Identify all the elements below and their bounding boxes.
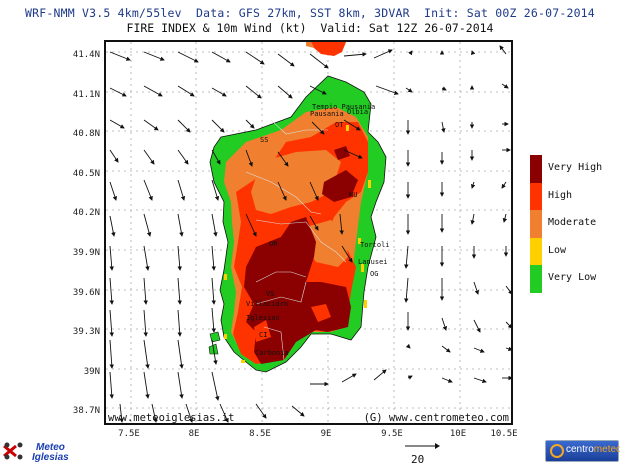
legend-swatch-very-low <box>530 265 542 293</box>
svg-text:CI: CI <box>259 331 267 339</box>
y-tick-label: 38.7N <box>72 406 100 416</box>
fire-index-map: Tempio Pausania Pausania Olbia OT SS NU … <box>106 42 511 423</box>
x-tick-label: 7.5E <box>118 429 140 439</box>
svg-text:Villacidro: Villacidro <box>246 300 288 308</box>
meteoiglesias-logo[interactable]: Meteo Iglesias <box>2 440 80 463</box>
x-tick-label: 10E <box>449 429 467 439</box>
model-info-title: WRF-NMM V3.5 4km/55lev Data: GFS 27km, S… <box>25 6 595 20</box>
svg-text:Carbonia: Carbonia <box>255 349 289 357</box>
y-tick-label: 40.2N <box>72 208 100 218</box>
fire-index-legend: Very High High Moderate Low Very Low <box>530 155 602 293</box>
svg-text:SS: SS <box>260 136 268 144</box>
chart-title: FIRE INDEX & 10m Wind (kt) Valid: Sat 12… <box>126 21 494 35</box>
x-tick-label: 8E <box>188 429 200 439</box>
svg-text:Iglesias: Iglesias <box>32 452 69 462</box>
svg-text:OG: OG <box>370 270 378 278</box>
city-labels: Tempio Pausania Pausania Olbia OT SS NU … <box>246 103 390 357</box>
legend-swatch-high <box>530 182 542 211</box>
legend-label: Very Low <box>548 272 597 283</box>
x-tick-label: 8.5E <box>249 429 271 439</box>
watermark-centrometeo: (G) www.centrometeo.com <box>363 412 509 424</box>
x-tick-label: 9.5E <box>381 429 403 439</box>
svg-text:NU: NU <box>349 191 357 199</box>
centrometeo-ring-icon <box>550 444 564 458</box>
legend-label: Very High <box>548 162 603 173</box>
wind-vectors <box>109 45 511 423</box>
y-tick-label: 39.3N <box>72 327 100 337</box>
x-tick-label: 10.5E <box>490 429 518 439</box>
svg-text:Olbia: Olbia <box>347 108 368 116</box>
y-tick-label: 41.4N <box>72 50 100 60</box>
svg-text:OR: OR <box>269 240 278 248</box>
watermark-meteoiglesias: www.meteoiglesias.it <box>108 412 235 424</box>
corsica-region <box>311 42 346 56</box>
legend-swatch-very-high <box>530 155 542 183</box>
svg-text:Tortoli: Tortoli <box>360 241 390 249</box>
legend-label: Moderate <box>548 217 597 228</box>
y-tick-label: 40.8N <box>72 129 100 139</box>
y-tick-label: 39.9N <box>72 248 100 258</box>
centrometeo-logo[interactable]: centrometeo <box>545 440 620 462</box>
legend-swatch-low <box>530 237 542 266</box>
svg-text:Iglesias: Iglesias <box>246 314 280 322</box>
logo-text: Meteo <box>36 442 65 453</box>
svg-text:VS: VS <box>266 290 274 298</box>
y-tick-label: 39N <box>83 367 100 377</box>
legend-swatch-moderate <box>530 210 542 238</box>
legend-label: High <box>548 190 573 201</box>
svg-text:Pausania: Pausania <box>310 110 344 118</box>
y-tick-label: 40.5N <box>72 169 100 179</box>
wind-reference-label: 20 <box>411 453 425 466</box>
legend-label: Low <box>548 245 567 256</box>
svg-text:Tempio Pausania: Tempio Pausania <box>312 103 375 111</box>
y-tick-label: 41.1N <box>72 90 100 100</box>
x-tick-label: 9E <box>320 429 332 439</box>
svg-text:OT: OT <box>335 121 344 129</box>
svg-text:Lanusei: Lanusei <box>358 258 388 266</box>
wind-reference-arrow-icon <box>405 443 440 449</box>
y-tick-label: 39.6N <box>72 288 100 298</box>
map-plot-area[interactable]: Tempio Pausania Pausania Olbia OT SS NU … <box>104 40 513 425</box>
